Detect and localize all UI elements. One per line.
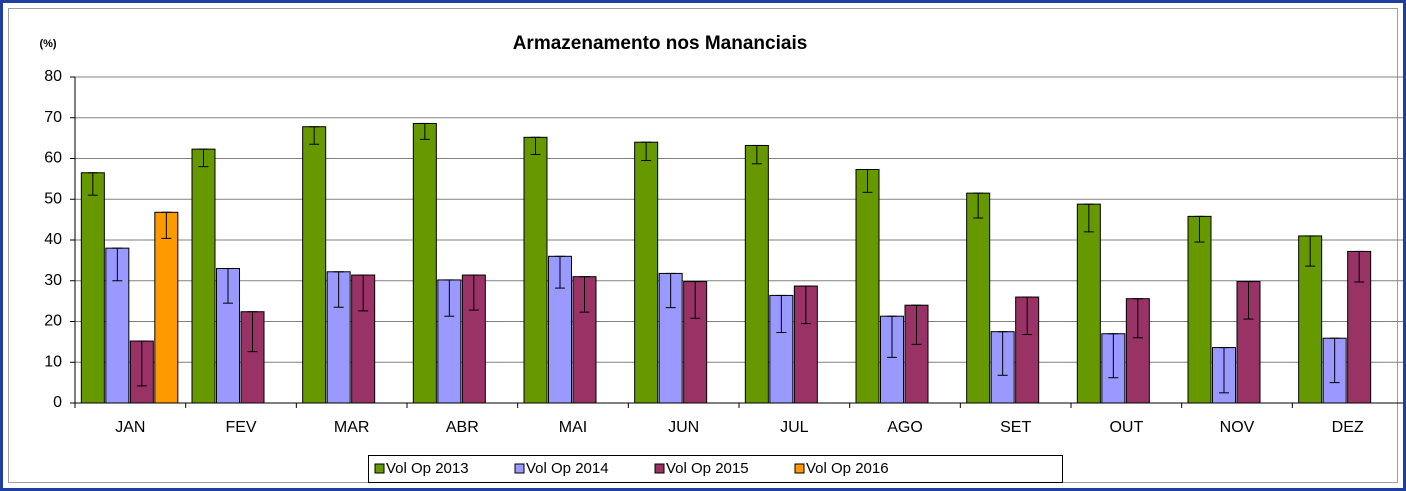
bar bbox=[744, 144, 769, 404]
error-bar bbox=[223, 268, 233, 304]
error-bar bbox=[862, 169, 873, 193]
y-tick-label: 60 bbox=[44, 150, 62, 167]
legend-label: Vol Op 2015 bbox=[666, 460, 749, 477]
x-tick-label: JUL bbox=[780, 419, 809, 436]
error-bar bbox=[800, 285, 811, 325]
y-unit: (%) bbox=[39, 38, 56, 50]
legend-label: Vol Op 2016 bbox=[806, 460, 889, 477]
x-tick-label: JAN bbox=[115, 419, 145, 436]
x-tick-label: DEZ bbox=[1332, 419, 1364, 436]
x-tick-label: ABR bbox=[446, 419, 479, 436]
error-bar bbox=[530, 136, 541, 155]
error-bar bbox=[161, 211, 172, 239]
y-tick-label: 30 bbox=[44, 272, 62, 289]
bar bbox=[80, 172, 105, 404]
y-tick-label: 10 bbox=[44, 353, 62, 370]
error-bar bbox=[973, 192, 984, 219]
legend-box bbox=[368, 455, 1063, 483]
error-bar bbox=[1329, 337, 1340, 384]
error-bar bbox=[198, 148, 209, 168]
x-tick-label: JUN bbox=[668, 419, 699, 436]
x-tick-label: NOV bbox=[1220, 419, 1255, 436]
error-bar bbox=[1305, 235, 1316, 267]
error-bar bbox=[87, 172, 98, 196]
error-bar bbox=[690, 281, 701, 319]
bar bbox=[966, 192, 991, 404]
error-bar bbox=[1132, 298, 1143, 339]
error-bar bbox=[1243, 281, 1254, 320]
error-bar bbox=[1108, 333, 1119, 379]
error-bar bbox=[1022, 296, 1033, 336]
legend-label: Vol Op 2014 bbox=[526, 460, 609, 477]
error-bar bbox=[112, 247, 123, 282]
bar bbox=[191, 148, 216, 404]
x-tick-label: MAR bbox=[334, 419, 370, 436]
error-bar bbox=[1354, 250, 1365, 283]
error-bar bbox=[333, 271, 344, 308]
error-bar bbox=[136, 340, 147, 387]
y-tick-label: 0 bbox=[53, 394, 62, 411]
error-bar bbox=[468, 274, 479, 311]
y-tick-label: 40 bbox=[44, 231, 62, 248]
error-bar bbox=[555, 255, 565, 289]
legend-swatch bbox=[654, 463, 665, 474]
x-tick-label: AGO bbox=[887, 419, 923, 436]
error-bar bbox=[751, 144, 762, 165]
error-bar bbox=[358, 274, 369, 312]
y-tick-label: 20 bbox=[44, 313, 62, 330]
error-bar bbox=[776, 294, 787, 334]
y-tick-label: 80 bbox=[44, 68, 62, 85]
error-bar bbox=[247, 311, 258, 353]
bar bbox=[855, 169, 880, 404]
error-bar bbox=[579, 276, 590, 313]
error-bar bbox=[665, 272, 676, 309]
x-tick-label: MAI bbox=[559, 419, 587, 436]
error-bar bbox=[997, 331, 1008, 376]
error-bar bbox=[641, 141, 652, 162]
error-bar bbox=[1083, 203, 1094, 233]
bar bbox=[412, 122, 437, 404]
y-tick-label: 50 bbox=[44, 190, 62, 207]
error-bar bbox=[309, 126, 320, 145]
error-bar bbox=[1219, 347, 1229, 394]
error-bar bbox=[911, 304, 922, 345]
error-bar bbox=[887, 315, 897, 358]
bar bbox=[523, 136, 548, 404]
error-bar bbox=[1194, 215, 1205, 243]
x-tick-label: SET bbox=[1000, 419, 1031, 436]
bar bbox=[154, 211, 179, 404]
legend-label: Vol Op 2013 bbox=[386, 460, 469, 477]
legend-swatch bbox=[514, 463, 525, 474]
chart-title: Armazenamento nos Mananciais bbox=[513, 33, 808, 54]
bar bbox=[1076, 203, 1101, 404]
error-bar bbox=[444, 279, 455, 317]
bar bbox=[634, 141, 659, 404]
y-tick-label: 70 bbox=[44, 109, 62, 126]
legend-swatch bbox=[794, 463, 805, 474]
bar bbox=[302, 126, 327, 404]
x-tick-label: FEV bbox=[225, 419, 256, 436]
error-bar bbox=[419, 122, 430, 140]
bar bbox=[1187, 215, 1212, 404]
x-tick-label: OUT bbox=[1109, 419, 1143, 436]
legend-swatch bbox=[374, 463, 385, 474]
